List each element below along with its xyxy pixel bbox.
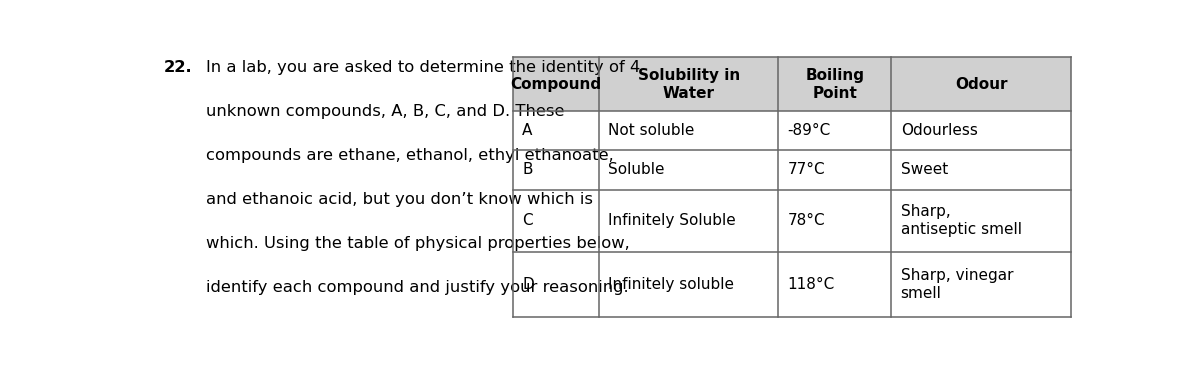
Text: Sharp, vinegar
smell: Sharp, vinegar smell (901, 268, 1013, 301)
Text: B: B (522, 162, 533, 177)
Text: 118°C: 118°C (787, 277, 835, 292)
Text: Infinitely soluble: Infinitely soluble (608, 277, 734, 292)
Text: and ethanoic acid, but you don’t know which is: and ethanoic acid, but you don’t know wh… (206, 192, 593, 207)
Text: Sweet: Sweet (901, 162, 948, 177)
Text: C: C (522, 213, 533, 228)
Text: -89°C: -89°C (787, 123, 830, 138)
Text: Odourless: Odourless (901, 123, 978, 138)
Text: compounds are ethane, ethanol, ethyl ethanoate,: compounds are ethane, ethanol, ethyl eth… (206, 148, 613, 163)
Text: Not soluble: Not soluble (608, 123, 695, 138)
Text: which. Using the table of physical properties below,: which. Using the table of physical prope… (206, 236, 630, 251)
Text: 77°C: 77°C (787, 162, 826, 177)
Text: 22.: 22. (164, 60, 192, 75)
Text: D: D (522, 277, 534, 292)
Text: Sharp,
antiseptic smell: Sharp, antiseptic smell (901, 204, 1021, 237)
Text: Boiling
Point: Boiling Point (805, 68, 864, 100)
Text: Infinitely Soluble: Infinitely Soluble (608, 213, 736, 228)
Text: Soluble: Soluble (608, 162, 665, 177)
Text: Compound: Compound (510, 76, 601, 92)
Text: 78°C: 78°C (787, 213, 826, 228)
Text: In a lab, you are asked to determine the identity of 4: In a lab, you are asked to determine the… (206, 60, 640, 75)
Text: A: A (522, 123, 533, 138)
Text: identify each compound and justify your reasoning.: identify each compound and justify your … (206, 280, 629, 295)
Text: Solubility in
Water: Solubility in Water (637, 68, 740, 100)
Text: unknown compounds, A, B, C, and D. These: unknown compounds, A, B, C, and D. These (206, 104, 564, 119)
Text: Odour: Odour (955, 76, 1007, 92)
